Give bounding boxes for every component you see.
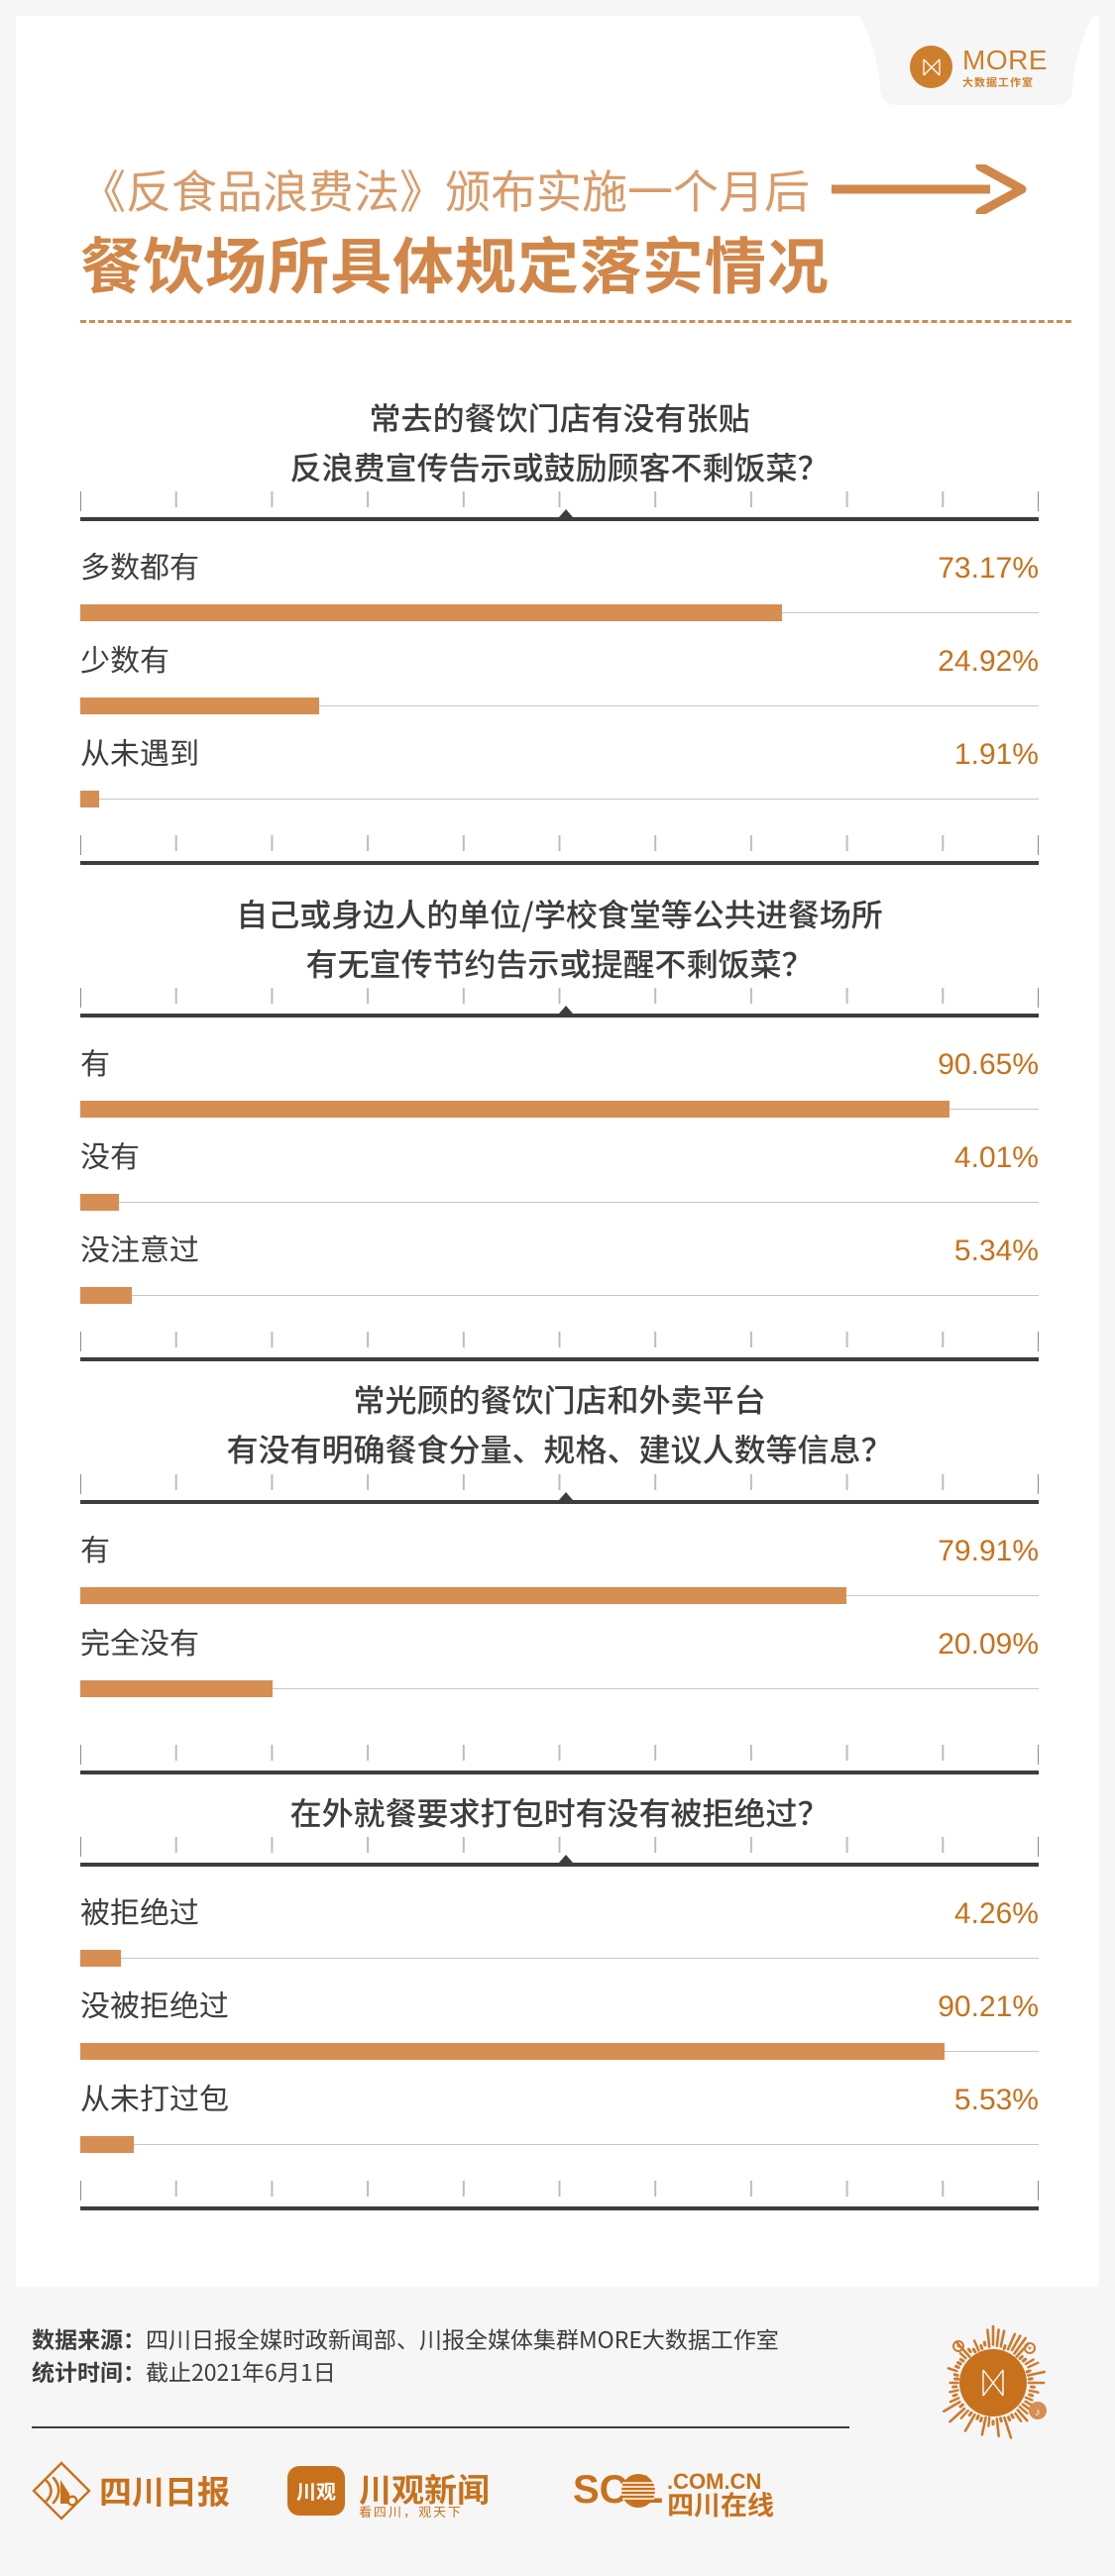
svg-text:四川在线: 四川在线 [667,2484,774,2521]
svg-text:四川日报: 四川日报 [99,2466,230,2514]
svg-text:看四川，观天下: 看四川，观天下 [359,2502,463,2521]
svg-text:♪: ♪ [1035,2407,1041,2418]
svg-text:川观: 川观 [296,2476,336,2505]
